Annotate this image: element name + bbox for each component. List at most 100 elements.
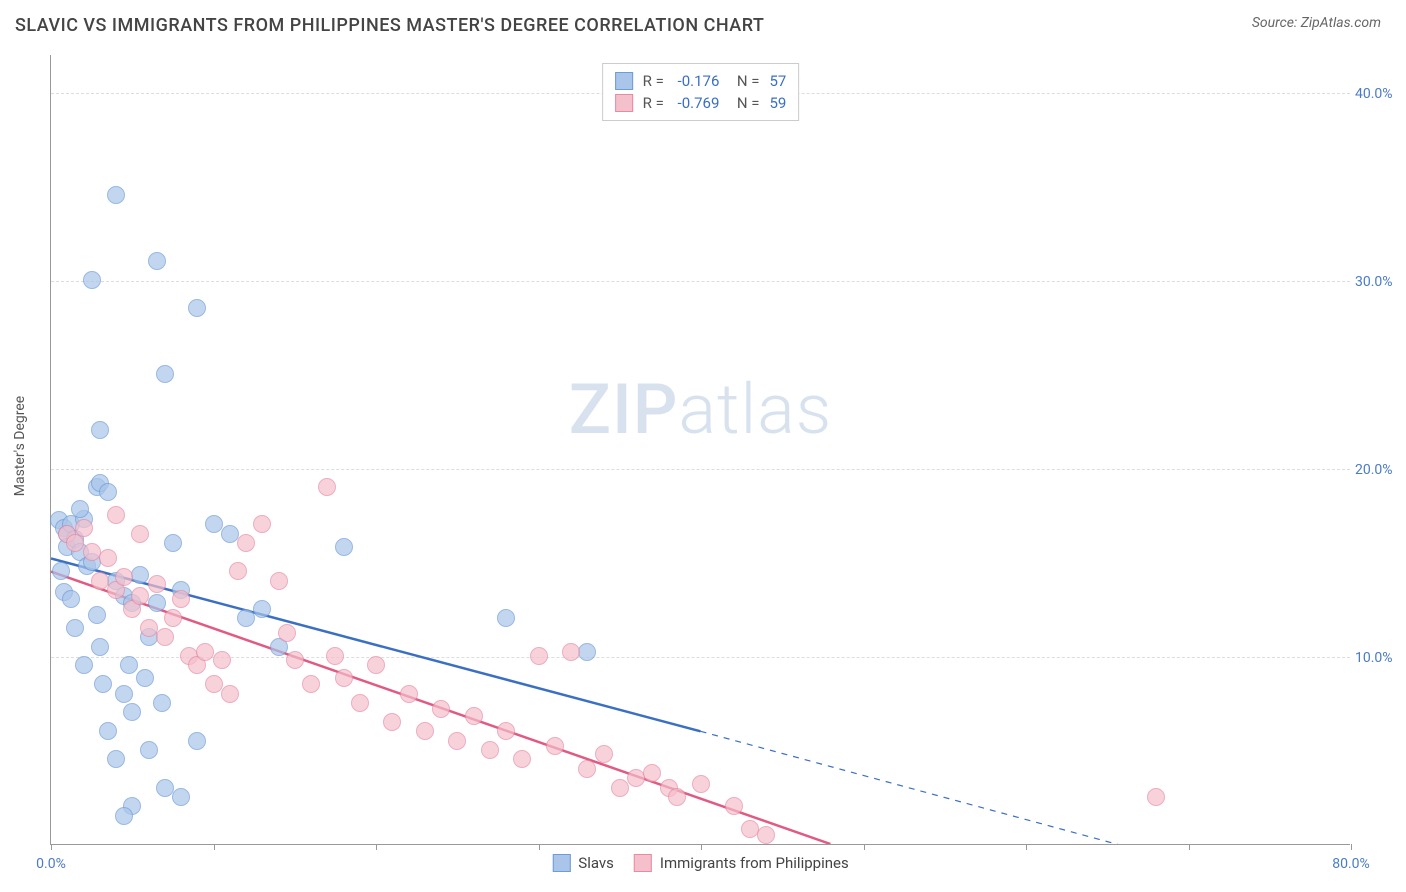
- stat-r-slavs: -0.176: [678, 72, 720, 90]
- scatter-point-philippines: [643, 764, 661, 782]
- scatter-point-philippines: [546, 737, 564, 755]
- scatter-point-philippines: [172, 590, 190, 608]
- scatter-point-philippines: [432, 700, 450, 718]
- scatter-point-philippines: [131, 525, 149, 543]
- gridline: 30.0%: [51, 281, 1350, 282]
- stats-row-slavs: R = -0.176 N = 57: [615, 70, 787, 92]
- swatch-slavs: [615, 72, 633, 90]
- stat-n-label: N =: [729, 72, 759, 90]
- scatter-point-philippines: [668, 788, 686, 806]
- scatter-point-philippines: [595, 745, 613, 763]
- scatter-point-slavs: [148, 594, 166, 612]
- scatter-point-slavs: [91, 421, 109, 439]
- x-tick: [1351, 844, 1352, 850]
- scatter-point-slavs: [221, 525, 239, 543]
- header: SLAVIC VS IMMIGRANTS FROM PHILIPPINES MA…: [0, 0, 1406, 46]
- scatter-point-slavs: [83, 271, 101, 289]
- scatter-point-philippines: [237, 534, 255, 552]
- stats-row-philippines: R = -0.769 N = 59: [615, 92, 787, 114]
- scatter-point-philippines: [318, 478, 336, 496]
- scatter-point-slavs: [253, 600, 271, 618]
- scatter-point-philippines: [513, 750, 531, 768]
- scatter-point-slavs: [115, 807, 133, 825]
- scatter-point-philippines: [497, 722, 515, 740]
- legend-label-philippines: Immigrants from Philippines: [660, 854, 849, 872]
- scatter-point-philippines: [99, 549, 117, 567]
- scatter-point-philippines: [465, 707, 483, 725]
- chart-plot-area: ZIPatlas 10.0%20.0%30.0%40.0% 0.0%80.0% …: [50, 55, 1350, 845]
- scatter-point-slavs: [123, 703, 141, 721]
- scatter-point-slavs: [52, 562, 70, 580]
- scatter-point-slavs: [107, 186, 125, 204]
- scatter-point-slavs: [205, 515, 223, 533]
- legend-item-slavs: Slavs: [552, 854, 614, 872]
- stats-box: R = -0.176 N = 57 R = -0.769 N = 59: [602, 63, 800, 121]
- scatter-point-philippines: [278, 624, 296, 642]
- scatter-point-slavs: [156, 365, 174, 383]
- x-tick: [539, 844, 540, 850]
- scatter-point-philippines: [229, 562, 247, 580]
- y-tick-label: 20.0%: [1355, 462, 1400, 478]
- scatter-point-philippines: [562, 643, 580, 661]
- scatter-point-philippines: [156, 628, 174, 646]
- scatter-point-philippines: [270, 572, 288, 590]
- scatter-point-slavs: [188, 299, 206, 317]
- scatter-point-philippines: [75, 519, 93, 537]
- watermark: ZIPatlas: [569, 369, 833, 451]
- scatter-point-philippines: [367, 656, 385, 674]
- scatter-point-philippines: [205, 675, 223, 693]
- source-attribution: Source: ZipAtlas.com: [1252, 15, 1381, 31]
- scatter-point-slavs: [188, 732, 206, 750]
- bottom-legend: Slavs Immigrants from Philippines: [552, 854, 848, 872]
- x-tick: [864, 844, 865, 850]
- scatter-point-slavs: [120, 656, 138, 674]
- y-tick-label: 30.0%: [1355, 274, 1400, 290]
- stat-r-label-2: R =: [643, 94, 668, 112]
- y-axis-title: Master's Degree: [12, 396, 28, 496]
- scatter-point-philippines: [253, 515, 271, 533]
- scatter-point-philippines: [351, 694, 369, 712]
- legend-swatch-slavs: [552, 854, 570, 872]
- legend-swatch-philippines: [634, 854, 652, 872]
- scatter-point-slavs: [62, 590, 80, 608]
- scatter-point-philippines: [530, 647, 548, 665]
- scatter-point-philippines: [757, 826, 775, 844]
- gridline: 20.0%: [51, 469, 1350, 470]
- scatter-point-slavs: [148, 252, 166, 270]
- stat-n-philippines: 59: [769, 94, 786, 112]
- scatter-point-philippines: [140, 619, 158, 637]
- scatter-point-philippines: [481, 741, 499, 759]
- scatter-point-slavs: [91, 638, 109, 656]
- scatter-point-slavs: [237, 609, 255, 627]
- stat-n-slavs: 57: [769, 72, 786, 90]
- y-tick-label: 40.0%: [1355, 86, 1400, 102]
- swatch-philippines: [615, 94, 633, 112]
- scatter-point-philippines: [213, 651, 231, 669]
- legend-label-slavs: Slavs: [578, 854, 614, 872]
- scatter-point-philippines: [725, 797, 743, 815]
- scatter-point-slavs: [497, 609, 515, 627]
- scatter-point-slavs: [99, 483, 117, 501]
- scatter-point-slavs: [88, 606, 106, 624]
- scatter-point-philippines: [383, 713, 401, 731]
- scatter-point-slavs: [66, 619, 84, 637]
- regression-line-dashed-slavs: [701, 731, 1221, 844]
- gridline: 10.0%: [51, 657, 1350, 658]
- watermark-atlas: atlas: [678, 369, 832, 451]
- scatter-point-philippines: [416, 722, 434, 740]
- scatter-point-slavs: [136, 669, 154, 687]
- scatter-point-slavs: [131, 566, 149, 584]
- scatter-point-slavs: [578, 643, 596, 661]
- scatter-point-philippines: [335, 669, 353, 687]
- scatter-point-slavs: [94, 675, 112, 693]
- legend-item-philippines: Immigrants from Philippines: [634, 854, 849, 872]
- scatter-point-philippines: [326, 647, 344, 665]
- scatter-point-philippines: [611, 779, 629, 797]
- scatter-point-philippines: [400, 685, 418, 703]
- scatter-point-slavs: [172, 788, 190, 806]
- scatter-point-philippines: [221, 685, 239, 703]
- scatter-point-philippines: [286, 651, 304, 669]
- x-tick-label: 0.0%: [36, 856, 66, 872]
- x-tick: [376, 844, 377, 850]
- x-tick-label: 80.0%: [1332, 856, 1370, 872]
